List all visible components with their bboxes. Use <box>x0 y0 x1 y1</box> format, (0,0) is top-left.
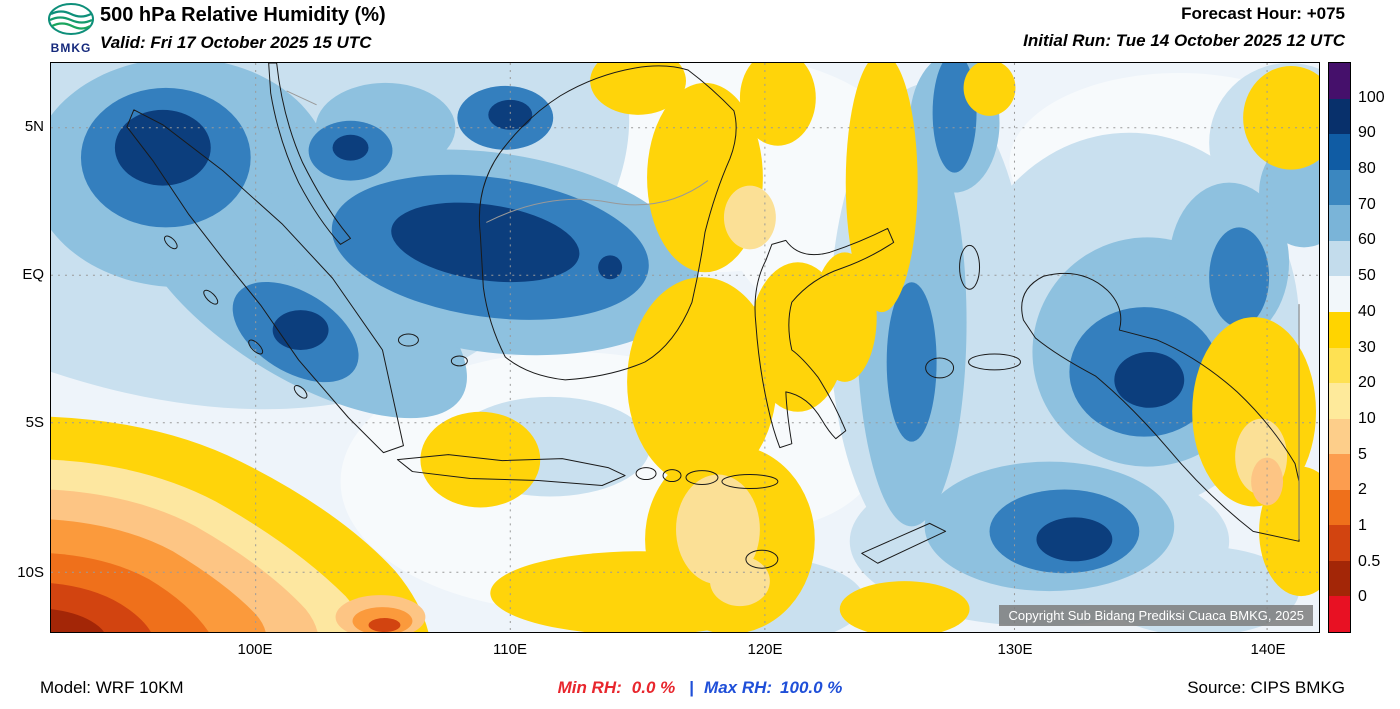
copyright-overlay: Copyright Sub Bidang Prediksi Cuaca BMKG… <box>999 605 1313 626</box>
colorbar-tick-label: 30 <box>1358 339 1376 356</box>
colorbar-segment <box>1329 134 1350 170</box>
colorbar-tick-label: 40 <box>1358 303 1376 320</box>
rh-field-navy <box>114 99 1185 562</box>
colorbar-tick-label: 0.5 <box>1358 553 1381 570</box>
mentawai-outline-1 <box>203 289 219 305</box>
flores-outline <box>721 474 779 490</box>
min-rh-label: Min RH: <box>557 678 622 697</box>
colorbar-tick-label: 10 <box>1358 410 1376 427</box>
borneo-coastline <box>478 65 737 381</box>
lat-tick-5n: 5N <box>24 118 44 135</box>
colorbar-segment <box>1329 63 1350 99</box>
sumba-outline <box>745 549 779 569</box>
colorbar-segment <box>1329 383 1350 419</box>
mentawai-outline-3 <box>293 385 308 399</box>
bali-outline <box>635 467 657 481</box>
lon-tick-110e: 110E <box>493 641 527 658</box>
lat-tick-10s: 10S <box>17 564 44 581</box>
bmkg-logo: BMKG <box>42 2 100 55</box>
bangka-outline <box>397 333 419 347</box>
seram-outline <box>968 353 1021 371</box>
forecast-hour: Forecast Hour: +075 <box>1181 4 1345 23</box>
timor-outline <box>861 522 947 564</box>
colorbar-tick-label: 100 <box>1358 89 1385 106</box>
colorbar-segment <box>1329 525 1350 561</box>
bmkg-logo-icon <box>48 3 94 35</box>
borneo-border <box>486 180 709 223</box>
belitung-outline <box>450 355 468 367</box>
malay-peninsula-coastline <box>268 63 352 245</box>
colorbar-tick-label: 80 <box>1358 160 1376 177</box>
initial-run: Initial Run: Tue 14 October 2025 12 UTC <box>1023 31 1345 50</box>
source-label: Source: CIPS BMKG <box>1187 678 1345 697</box>
colorbar-segment <box>1329 347 1350 384</box>
colorbar-tick-label: 20 <box>1358 374 1376 391</box>
minmax-readout: Min RH: 0.0 % | Max RH: 100.0 % <box>558 678 843 698</box>
peninsula-border <box>286 90 317 106</box>
lon-tick-120e: 120E <box>747 641 783 658</box>
valid-time: Valid: Fri 17 October 2025 15 UTC <box>100 33 372 52</box>
run-block: Forecast Hour: +075 Initial Run: Tue 14 … <box>1023 4 1345 51</box>
lon-tick-130e: 130E <box>997 641 1033 658</box>
bmkg-logo-text: BMKG <box>50 41 92 55</box>
mentawai-outline-2 <box>248 339 264 355</box>
colorbar-segment <box>1329 560 1350 597</box>
sulawesi-coastline <box>754 227 895 449</box>
rh-field-cream <box>676 185 1288 607</box>
map-frame: Copyright Sub Bidang Prediksi Cuaca BMKG… <box>50 62 1320 633</box>
minmax-separator: | <box>689 678 695 697</box>
colorbar-tick-label: 2 <box>1358 481 1367 498</box>
colorbar-segment <box>1329 98 1350 135</box>
colorbar-segment <box>1329 454 1350 490</box>
colorbar-tick-label: 5 <box>1358 446 1367 463</box>
colorbar-labels: 100 90 80 70 60 50 40 30 20 10 5 2 1 0.5 0 <box>1358 62 1398 633</box>
nias-outline <box>163 235 178 250</box>
lat-tick-eq: EQ <box>22 266 44 283</box>
model-label: Model: WRF 10KM <box>40 678 184 697</box>
colorbar-tick-label: 0 <box>1358 588 1367 605</box>
colorbar-segment <box>1329 169 1350 206</box>
lon-tick-100e: 100E <box>237 641 273 658</box>
coastlines <box>126 63 1300 569</box>
colorbar-tick-label: 90 <box>1358 124 1376 141</box>
colorbar-tick-label: 60 <box>1358 231 1376 248</box>
min-rh-value: 0.0 % <box>631 678 676 697</box>
colorbar-segment <box>1329 489 1350 526</box>
graticule <box>51 63 1319 632</box>
colorbar-tick-label: 70 <box>1358 196 1376 213</box>
colorbar <box>1328 62 1351 633</box>
sumbawa-outline <box>685 470 719 486</box>
colorbar-tick-label: 1 <box>1358 517 1367 534</box>
papua-coastline <box>1021 272 1300 542</box>
title-block: 500 hPa Relative Humidity (%) Valid: Fri… <box>100 4 386 53</box>
colorbar-segment <box>1329 240 1350 277</box>
colorbar-segment <box>1329 311 1350 348</box>
colorbar-tick-label: 50 <box>1358 267 1376 284</box>
buru-outline <box>925 357 955 379</box>
colorbar-segment <box>1329 276 1350 312</box>
country-borders <box>286 90 1300 540</box>
java-coastline <box>396 454 626 487</box>
rh-contour-map <box>51 63 1319 632</box>
colorbar-segment <box>1329 205 1350 241</box>
lon-tick-140e: 140E <box>1250 641 1286 658</box>
halmahera-outline <box>959 244 981 290</box>
page-title: 500 hPa Relative Humidity (%) <box>100 4 386 26</box>
colorbar-segment <box>1329 596 1350 632</box>
rh-field-warm-corner <box>51 457 1284 632</box>
lombok-outline <box>662 469 682 483</box>
sumatra-coastline <box>126 109 404 454</box>
max-rh-value: 100.0 % <box>780 678 843 697</box>
lat-tick-5s: 5S <box>25 414 44 431</box>
max-rh-label: Max RH: <box>704 678 773 697</box>
colorbar-segment <box>1329 418 1350 455</box>
